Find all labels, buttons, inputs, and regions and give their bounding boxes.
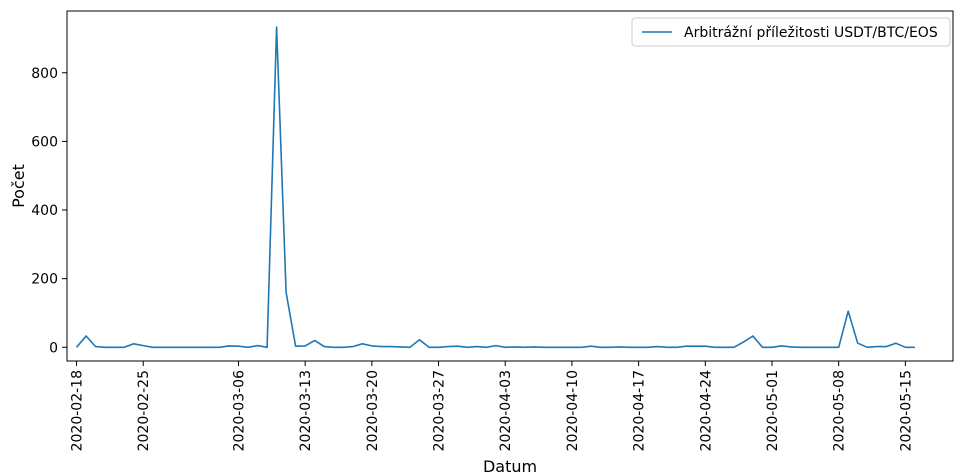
x-tick-label: 2020-03-06: [231, 370, 247, 451]
y-axis: 0 200 400 600 800: [31, 66, 67, 356]
y-tick-label: 0: [49, 340, 58, 356]
x-axis-label: Datum: [483, 457, 537, 475]
y-tick-label: 200: [31, 272, 58, 288]
legend-box: [631, 17, 951, 47]
x-tick-label: 2020-05-01: [765, 370, 781, 451]
series-layer: [75, 26, 915, 349]
y-tick-label: 600: [31, 134, 58, 150]
x-tick-label: 2020-02-18: [70, 370, 86, 451]
x-tick-label: 2020-03-13: [298, 370, 314, 451]
y-tick-label: 400: [31, 203, 58, 219]
x-tick-label: 2020-02-25: [136, 370, 152, 451]
x-tick-label: 2020-04-10: [565, 370, 581, 451]
x-tick-label: 2020-05-08: [832, 370, 848, 451]
y-axis-label: Počet: [9, 164, 28, 208]
x-tick-label: 2020-04-17: [632, 370, 648, 451]
legend-entry-label: Arbitrážní příležitosti USDT/BTC/EOS: [684, 25, 938, 41]
x-tick-label: 2020-04-03: [498, 370, 514, 451]
plot-frame: [66, 10, 954, 362]
series-line-0: [75, 26, 915, 349]
plot-area: [66, 10, 954, 362]
x-axis: 2020-02-18 2020-02-25 2020-03-06 2020-03-13…: [70, 361, 914, 451]
y-tick-label: 800: [31, 66, 58, 82]
x-tick-label: 2020-05-15: [898, 370, 914, 451]
x-tick-label: 2020-03-20: [365, 370, 381, 451]
x-tick-label: 2020-04-24: [698, 370, 714, 451]
legend: Arbitrážní příležitosti USDT/BTC/EOS: [631, 17, 951, 47]
x-tick-label: 2020-03-27: [432, 370, 448, 451]
